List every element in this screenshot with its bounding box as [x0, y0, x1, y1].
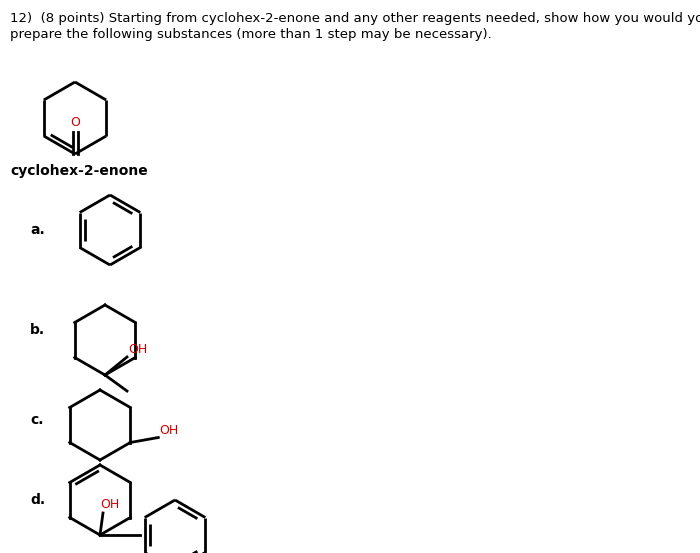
- Text: b.: b.: [30, 323, 45, 337]
- Text: OH: OH: [100, 498, 119, 511]
- Text: 12)  (8 points) Starting from cyclohex-2-enone and any other reagents needed, sh: 12) (8 points) Starting from cyclohex-2-…: [10, 12, 700, 25]
- Text: cyclohex-2-enone: cyclohex-2-enone: [10, 164, 148, 178]
- Text: prepare the following substances (more than 1 step may be necessary).: prepare the following substances (more t…: [10, 28, 491, 41]
- Text: O: O: [70, 116, 80, 129]
- Text: OH: OH: [128, 343, 147, 356]
- Text: c.: c.: [30, 413, 43, 427]
- Text: d.: d.: [30, 493, 45, 507]
- Text: a.: a.: [30, 223, 45, 237]
- Text: OH: OH: [160, 424, 178, 436]
